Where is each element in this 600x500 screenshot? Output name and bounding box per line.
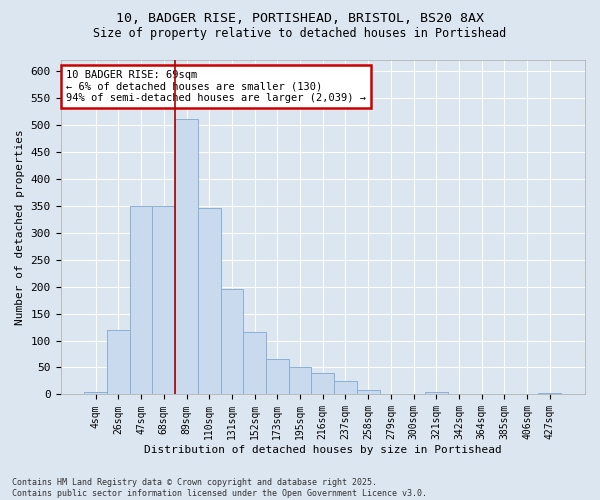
Bar bbox=[130, 206, 152, 394]
Bar bbox=[425, 392, 448, 394]
Bar bbox=[357, 390, 380, 394]
Bar bbox=[152, 206, 175, 394]
Bar bbox=[311, 373, 334, 394]
Bar bbox=[243, 332, 266, 394]
Y-axis label: Number of detached properties: Number of detached properties bbox=[15, 130, 25, 325]
Bar bbox=[175, 120, 198, 394]
Bar bbox=[289, 368, 311, 394]
Bar bbox=[107, 330, 130, 394]
Bar bbox=[198, 208, 221, 394]
Text: 10, BADGER RISE, PORTISHEAD, BRISTOL, BS20 8AX: 10, BADGER RISE, PORTISHEAD, BRISTOL, BS… bbox=[116, 12, 484, 26]
Bar bbox=[85, 392, 107, 394]
Bar bbox=[221, 290, 243, 395]
Text: Size of property relative to detached houses in Portishead: Size of property relative to detached ho… bbox=[94, 28, 506, 40]
Bar bbox=[334, 381, 357, 394]
Text: 10 BADGER RISE: 69sqm
← 6% of detached houses are smaller (130)
94% of semi-deta: 10 BADGER RISE: 69sqm ← 6% of detached h… bbox=[66, 70, 366, 103]
X-axis label: Distribution of detached houses by size in Portishead: Distribution of detached houses by size … bbox=[144, 445, 502, 455]
Text: Contains HM Land Registry data © Crown copyright and database right 2025.
Contai: Contains HM Land Registry data © Crown c… bbox=[12, 478, 427, 498]
Bar bbox=[266, 360, 289, 394]
